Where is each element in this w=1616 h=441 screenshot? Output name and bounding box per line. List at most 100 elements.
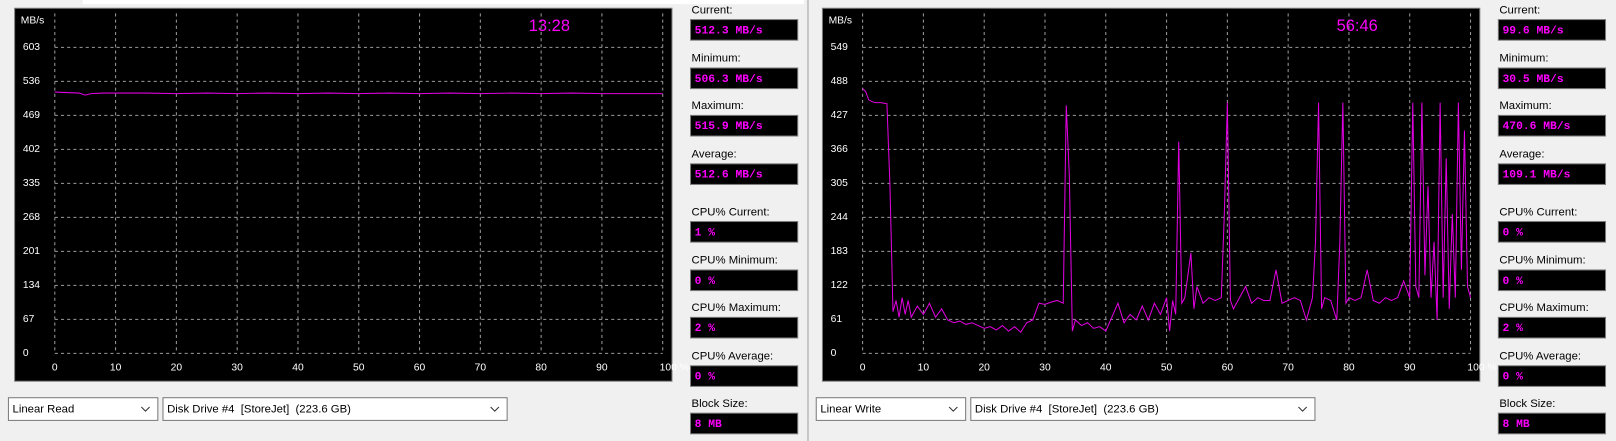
dropdown[interactable] <box>7 397 159 421</box>
stat-box <box>690 19 799 41</box>
stat-box <box>1497 412 1607 435</box>
x-tick-label: 50 <box>1161 363 1173 374</box>
y-tick-label: 134 <box>23 280 40 291</box>
stat-box <box>690 163 799 185</box>
stat-box <box>1497 269 1607 292</box>
stat-label: CPU% Current: <box>1499 206 1577 218</box>
x-tick-label: 40 <box>292 363 304 374</box>
stat-value: 8 MB <box>1502 419 1529 431</box>
dropdown-arrow <box>948 406 958 412</box>
stat-value: 0 % <box>1502 372 1523 384</box>
stat-label: CPU% Maximum: <box>1499 302 1588 314</box>
stat-label: Maximum: <box>1499 100 1551 112</box>
stat-value: 0 % <box>695 276 716 288</box>
y-tick-label: 488 <box>831 76 848 87</box>
stat-label: Minimum: <box>692 53 741 65</box>
plot-area <box>14 7 673 382</box>
x-tick-label: 30 <box>1039 363 1051 374</box>
x-tick-label: 70 <box>475 363 487 374</box>
y-tick-label: 469 <box>23 110 40 121</box>
stat-label: Current: <box>1499 4 1540 16</box>
stat-box <box>1497 163 1607 185</box>
stat-label: Block Size: <box>1499 398 1555 410</box>
x-tick-label: 20 <box>171 363 183 374</box>
y-tick-label: 549 <box>831 42 848 53</box>
dropdown-text: Linear Read <box>13 404 75 416</box>
stat-value: 0 % <box>695 372 716 384</box>
x-tick-label: 80 <box>1343 363 1355 374</box>
stat-value: 470.6 MB/s <box>1502 121 1570 133</box>
y-tick-label: 67 <box>23 314 35 325</box>
y-axis-label: MB/s <box>829 15 852 26</box>
elapsed-time: 13:28 <box>529 17 570 35</box>
stat-value: 30.5 MB/s <box>1502 74 1563 86</box>
dropdown-text: Linear Write <box>820 404 881 416</box>
tab-strip <box>82 0 804 5</box>
x-tick-label: 0 <box>52 363 58 374</box>
stat-box <box>690 316 799 339</box>
x-tick-label: 100 % <box>1467 363 1496 374</box>
stat-value: 2 % <box>695 323 716 335</box>
x-tick-label: 0 <box>860 363 866 374</box>
y-tick-label: 536 <box>23 76 40 87</box>
y-tick-label: 61 <box>831 314 843 325</box>
stat-label: Average: <box>1499 149 1544 161</box>
plot-area <box>821 7 1481 382</box>
stat-box <box>1497 316 1607 339</box>
stat-box <box>1497 365 1607 387</box>
stat-value: 0 % <box>1502 227 1523 239</box>
y-tick-label: 0 <box>23 348 29 359</box>
stat-label: Block Size: <box>692 398 748 410</box>
dropdown[interactable] <box>970 397 1316 421</box>
x-tick-label: 10 <box>110 363 122 374</box>
stat-value: 8 MB <box>695 419 722 431</box>
stat-label: CPU% Minimum: <box>692 255 778 267</box>
stat-box <box>1497 67 1607 90</box>
stat-label: CPU% Current: <box>692 206 770 218</box>
dropdown-text: Disk Drive #4 [StoreJet] (223.6 GB) <box>167 404 351 416</box>
stat-label: Average: <box>692 149 737 161</box>
stat-label: CPU% Average: <box>692 351 774 363</box>
stat-value: 515.9 MB/s <box>695 121 763 133</box>
y-tick-label: 366 <box>831 144 848 155</box>
stat-box <box>1497 221 1607 243</box>
dropdown[interactable] <box>162 397 508 421</box>
dropdown[interactable] <box>815 397 967 421</box>
y-tick-label: 305 <box>831 178 848 189</box>
x-tick-label: 30 <box>231 363 243 374</box>
stat-value: 512.3 MB/s <box>695 25 763 37</box>
stat-box <box>1497 19 1607 41</box>
x-tick-label: 80 <box>535 363 547 374</box>
x-tick-label: 10 <box>918 363 930 374</box>
elapsed-time: 56:46 <box>1337 17 1378 35</box>
y-tick-label: 335 <box>23 178 40 189</box>
stat-value: 99.6 MB/s <box>1502 25 1563 37</box>
stat-label: Minimum: <box>1499 53 1548 65</box>
stat-value: 512.6 MB/s <box>695 170 763 182</box>
stat-value: 506.3 MB/s <box>695 74 763 86</box>
stat-box <box>690 412 799 435</box>
y-tick-label: 427 <box>831 110 848 121</box>
stat-box <box>690 114 799 137</box>
dropdown-arrow <box>490 406 500 412</box>
x-tick-label: 40 <box>1100 363 1112 374</box>
y-tick-label: 0 <box>831 348 837 359</box>
stat-box <box>690 221 799 243</box>
stat-value: 2 % <box>1502 323 1523 335</box>
data-line <box>862 88 1472 334</box>
y-tick-label: 201 <box>23 246 40 257</box>
dropdown-arrow <box>140 406 150 412</box>
stat-box <box>690 269 799 292</box>
stat-label: Maximum: <box>692 100 744 112</box>
x-tick-label: 20 <box>978 363 990 374</box>
stat-label: CPU% Average: <box>1499 351 1581 363</box>
stat-value: 0 % <box>1502 276 1523 288</box>
y-tick-label: 244 <box>831 212 848 223</box>
stat-label: CPU% Maximum: <box>692 302 781 314</box>
stat-box <box>690 67 799 90</box>
y-axis-label: MB/s <box>21 15 44 26</box>
x-tick-label: 70 <box>1282 363 1294 374</box>
stat-value: 1 % <box>695 227 716 239</box>
